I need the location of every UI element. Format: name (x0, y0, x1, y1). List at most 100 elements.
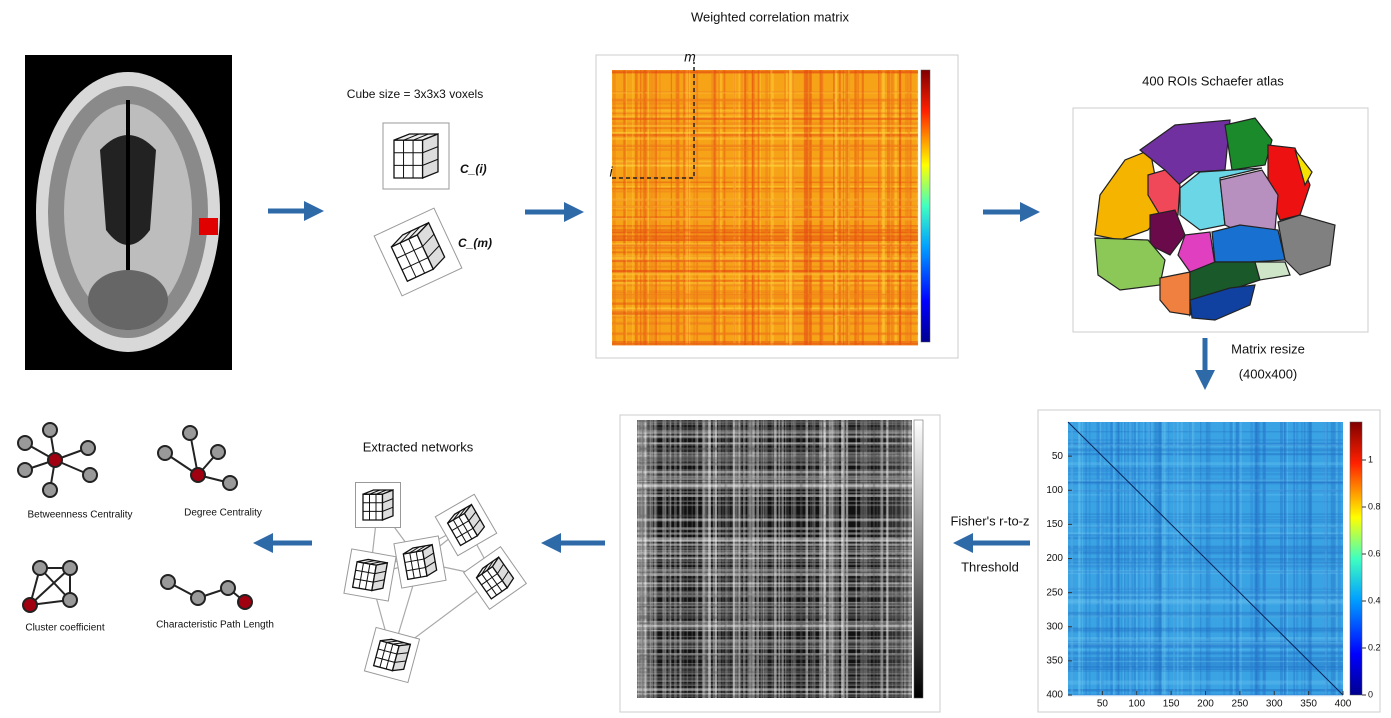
heatmap-stripe (637, 693, 912, 694)
threshold-label: Threshold (961, 559, 1019, 574)
brain-slice (25, 55, 232, 370)
heatmap-stripe (637, 448, 912, 451)
heatmap-stripe (612, 317, 918, 318)
cube-label: C_(i) (460, 162, 487, 176)
heatmap-stripe (612, 333, 918, 334)
cube-face (394, 140, 423, 178)
heatmap-stripe (612, 239, 918, 241)
cube (383, 123, 449, 189)
heatmap-stripe (612, 270, 918, 272)
matrix-label: m (684, 49, 696, 65)
y-tick-label: 400 (1046, 690, 1063, 701)
heatmap-stripe (612, 165, 918, 166)
heatmap-stripe (612, 125, 918, 127)
heatmap-stripe (612, 92, 918, 94)
colorbar-tick-label: 0.4 (1368, 595, 1381, 605)
heatmap-stripe (637, 586, 912, 587)
heatmap-stripe (1308, 422, 1311, 695)
heatmap-stripe (612, 210, 918, 211)
heatmap-stripe (1068, 534, 1343, 536)
colorbar (914, 420, 923, 698)
heatmap-stripe (612, 99, 918, 102)
heatmap-stripe (637, 648, 912, 649)
heatmap-stripe (906, 420, 907, 698)
x-tick-label: 250 (1232, 699, 1249, 710)
x-tick-label: 400 (1335, 699, 1352, 710)
heatmap-stripe (637, 459, 912, 461)
heatmap-stripe (1101, 422, 1103, 695)
heatmap-stripe (642, 420, 643, 698)
heatmap-stripe (612, 322, 918, 325)
heatmap-stripe (612, 266, 918, 268)
heatmap-stripe (612, 148, 918, 150)
heatmap-stripe (637, 504, 912, 506)
heatmap-stripe (612, 225, 918, 226)
heatmap-stripe (847, 420, 849, 698)
heatmap-stripe (828, 420, 830, 698)
colorbar-tick-label: 0.6 (1368, 548, 1381, 558)
heatmap-stripe (1089, 422, 1091, 695)
heatmap-stripe (812, 420, 813, 698)
heatmap-stripe (725, 420, 727, 698)
cube-label: C_(m) (458, 236, 492, 250)
heatmap-stripe (612, 199, 918, 202)
heatmap-stripe (800, 420, 803, 698)
heatmap-stripe (1325, 422, 1328, 695)
heatmap-stripe (718, 420, 721, 698)
heatmap-stripe (887, 420, 889, 698)
matrix-title: Weighted correlation matrix (691, 9, 849, 24)
cube (464, 547, 527, 610)
heatmap-stripe (1068, 565, 1343, 567)
heatmap-stripe (779, 420, 781, 698)
heatmap-stripe (873, 420, 875, 698)
y-tick-label: 350 (1046, 656, 1063, 667)
heatmap-stripe (612, 188, 918, 190)
voxel-cube (199, 218, 218, 235)
heatmap-stripe (612, 312, 918, 315)
colorbar (1350, 422, 1362, 695)
heatmap-stripe (863, 420, 864, 698)
heatmap-stripe (612, 190, 918, 192)
y-tick-label: 50 (1052, 451, 1064, 462)
heatmap-stripe (612, 218, 918, 221)
heatmap-stripe (644, 70, 646, 345)
heatmap-stripe (899, 420, 902, 698)
heatmap-stripe (637, 696, 912, 697)
cube (356, 483, 401, 528)
colorbar-tick-label: 0.2 (1368, 642, 1381, 652)
heatmap-stripe (612, 162, 918, 164)
y-tick-label: 100 (1046, 485, 1063, 496)
network-cubes (344, 483, 526, 683)
cube (435, 494, 496, 555)
heatmap-stripe (612, 280, 918, 282)
heatmap-stripe (612, 298, 918, 299)
heatmap-stripe (612, 110, 918, 112)
heatmap-stripe (1068, 666, 1343, 667)
heatmap-stripe (612, 235, 918, 237)
binary-heatmap (637, 420, 913, 698)
heatmap-stripe (612, 344, 918, 345)
heatmap-stripe (738, 420, 740, 698)
cubes (374, 123, 462, 296)
heatmap-stripe (612, 113, 918, 114)
heatmap-stripe (773, 420, 774, 698)
weighted-heatmap (612, 70, 918, 346)
heatmap-stripe (612, 132, 918, 133)
cube (344, 549, 396, 601)
heatmap-stripe (612, 247, 918, 249)
y-tick-label: 200 (1046, 553, 1063, 564)
heatmap-stripe (637, 654, 912, 656)
heatmap-stripe (612, 117, 918, 120)
heatmap-stripe (1236, 422, 1238, 695)
heatmap-stripe (637, 427, 912, 430)
heatmap-stripe (733, 420, 735, 698)
heatmap-stripe (1255, 422, 1258, 695)
heatmap-stripe (1085, 422, 1086, 695)
heatmap-stripe (612, 309, 918, 312)
metric-label: Degree Centrality (184, 508, 262, 519)
heatmap-stripe (637, 666, 912, 667)
heatmap-stripe (612, 251, 918, 253)
resize-size: (400x400) (1239, 366, 1298, 381)
figure: Cube size = 3x3x3 voxels C_(i) C_(m) Wei… (0, 0, 1391, 718)
cube-face (383, 490, 394, 520)
